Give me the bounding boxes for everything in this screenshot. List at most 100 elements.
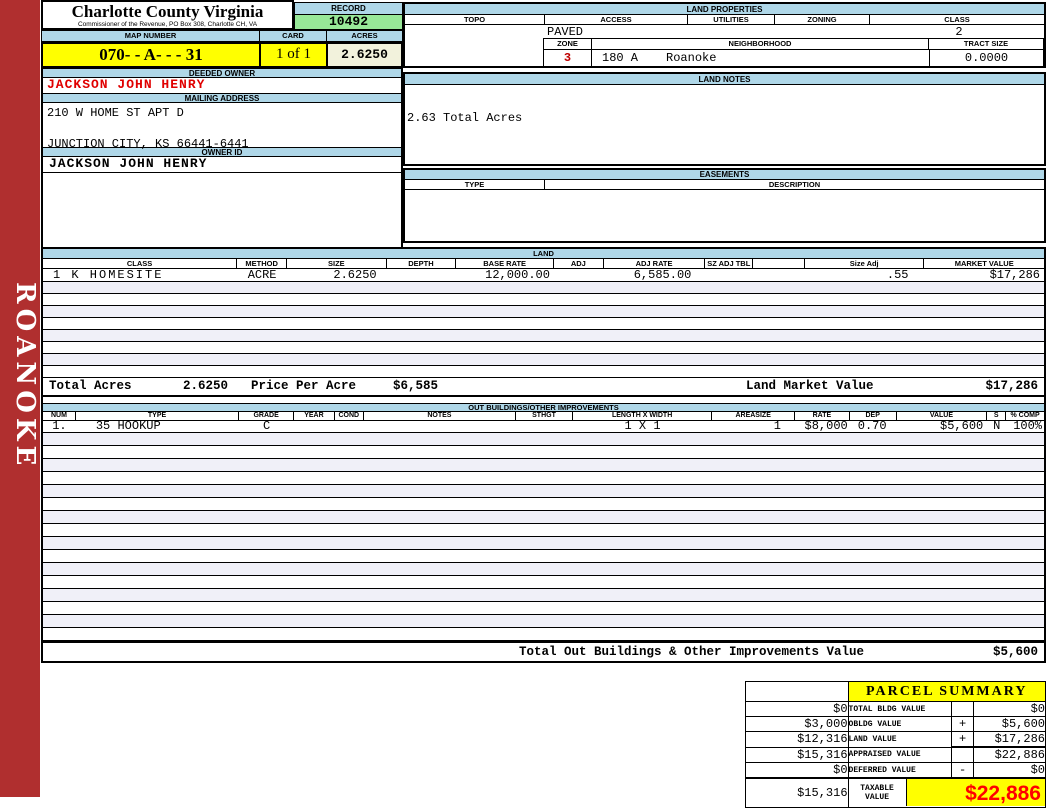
zoning-label: ZONING <box>775 15 870 25</box>
sidebar-district-band: ROANOKE <box>0 0 40 797</box>
col-sz-adj-tbl: SZ ADJ TBL <box>705 259 754 268</box>
out-buildings-column-headers: NUM TYPE GRADE YEAR COND NOTES STHGT LEN… <box>43 412 1044 421</box>
obldg-operator: + <box>951 716 975 732</box>
col-notes: NOTES <box>364 412 517 420</box>
col-blank <box>753 259 805 268</box>
land-value: $17,286 <box>973 731 1046 748</box>
ob-type: 35 HOOKUP <box>95 421 161 432</box>
county-title: Charlotte County Virginia <box>71 2 264 21</box>
price-per-acre-value: $6,585 <box>393 379 439 393</box>
parcel-summary-title: PARCEL SUMMARY <box>847 681 1047 702</box>
land-properties-box: LAND PROPERTIES TOPO ACCESS UTILITIES ZO… <box>403 2 1046 68</box>
empty-row <box>43 366 1044 378</box>
map-card-acres-headers: MAP NUMBER CARD ACRES <box>41 30 403 42</box>
zone-label: ZONE <box>544 39 592 50</box>
land-notes-content: 2.63 Total Acres <box>407 111 523 125</box>
empty-row <box>43 282 1044 294</box>
price-per-acre-label: Price Per Acre <box>251 379 357 393</box>
acres-label: ACRES <box>326 30 403 42</box>
easement-type-label: TYPE <box>405 180 545 189</box>
col-type: TYPE <box>76 412 240 420</box>
land-properties-values: PAVED 2 ZONE NEIGHBORHOOD TRACT SIZE 3 1… <box>405 25 1044 67</box>
zone-table-values: 3 180 A Roanoke 0.0000 <box>544 50 1043 67</box>
appraised-value-label: APPRAISED VALUE <box>847 746 953 763</box>
col-size: SIZE <box>287 259 387 268</box>
empty-row <box>43 433 1044 446</box>
out-buildings-total-row: Total Out Buildings & Other Improvements… <box>43 641 1044 661</box>
appraised-operator <box>951 746 975 763</box>
empty-row <box>43 550 1044 563</box>
zone-table-headers: ZONE NEIGHBORHOOD TRACT SIZE <box>544 39 1043 50</box>
ob-areasize: 1 <box>773 421 781 432</box>
summary-row-appraised: $15,316 APPRAISED VALUE $22,886 <box>745 746 1046 763</box>
empty-row <box>43 318 1044 330</box>
empty-row <box>43 602 1044 615</box>
col-rate: RATE <box>795 412 850 420</box>
land-depth <box>387 269 457 281</box>
col-pct-comp: % COMP <box>1010 412 1040 419</box>
land-adj-rate: 6,585.00 <box>633 269 692 281</box>
deferred-operator: - <box>951 762 975 779</box>
ob-dep: 0.70 <box>857 421 887 432</box>
out-building-data-row: 1. 35 HOOKUP C 1 X 1 1 $8,000 0.70 $5,60… <box>43 421 1044 433</box>
card-label: CARD <box>259 30 326 42</box>
neighborhood-name: Roanoke <box>666 51 717 65</box>
empty-row <box>43 589 1044 602</box>
ob-s: N <box>993 421 1001 432</box>
map-number-value: 070- - A- - - 31 <box>41 42 259 68</box>
map-card-acres-values: 070- - A- - - 31 1 of 1 2.6250 <box>41 42 403 68</box>
land-totals-row: Total Acres 2.6250 Price Per Acre $6,585… <box>43 378 1044 395</box>
ob-num: 1. <box>52 421 67 432</box>
land-size: 2.6250 <box>333 269 377 281</box>
empty-row <box>43 524 1044 537</box>
ob-pct-comp: 100% <box>1013 421 1042 432</box>
summary-row-taxable: $15,316 TAXABLE VALUE $22,886 <box>745 777 1047 808</box>
col-cond: COND <box>335 412 364 420</box>
card-value: 1 of 1 <box>259 42 326 68</box>
summary-row-total-bldg: $0 TOTAL BLDG VALUE $0 <box>745 701 1046 717</box>
col-value: VALUE <box>897 412 988 420</box>
deferred-value-label: DEFERRED VALUE <box>847 762 953 779</box>
total-bldg-value: $0 <box>973 701 1046 717</box>
land-adj <box>554 269 604 281</box>
land-class: 1 K HOMESITE <box>53 269 164 281</box>
ob-cond <box>335 421 364 432</box>
utilities-label: UTILITIES <box>688 15 775 25</box>
zone-value: 3 <box>544 50 592 67</box>
land-market-value-label: Land Market Value <box>746 379 874 393</box>
col-dep: DEP <box>850 412 897 420</box>
summary-row-land: $12,316 LAND VALUE + $17,286 <box>745 731 1046 748</box>
land-market-value-total: $17,286 <box>985 379 1038 393</box>
prior-deferred-value: $0 <box>745 762 849 779</box>
record-value: 10492 <box>294 15 403 30</box>
land-properties-title: LAND PROPERTIES <box>405 4 1044 15</box>
class-value: 2 <box>955 25 963 39</box>
col-sthgt: STHGT <box>516 412 573 420</box>
land-section-title: LAND <box>43 249 1044 259</box>
empty-row <box>43 628 1044 641</box>
col-base-rate: BASE RATE <box>456 259 554 268</box>
address-line1: 210 W HOME ST APT D <box>47 106 184 120</box>
empty-row <box>43 306 1044 318</box>
obldg-value: $5,600 <box>973 716 1046 732</box>
col-method: METHOD <box>237 259 288 268</box>
col-size-adj: Size Adj <box>805 259 925 268</box>
empty-row <box>43 576 1044 589</box>
land-size-adj: .55 <box>886 269 909 281</box>
neighborhood-value: 180 A Roanoke <box>592 50 929 67</box>
summary-blank-cell <box>745 681 849 702</box>
ob-grade: C <box>263 421 271 432</box>
empty-row <box>43 330 1044 342</box>
parcel-summary-table: PARCEL SUMMARY $0 TOTAL BLDG VALUE $0 $3… <box>745 681 1047 808</box>
col-class: CLASS <box>43 259 238 268</box>
col-adj-rate: ADJ RATE <box>604 259 706 268</box>
left-empty-box <box>41 172 403 247</box>
empty-row <box>43 511 1044 524</box>
topo-label: TOPO <box>405 15 545 25</box>
land-base-rate: 12,000.00 <box>485 269 550 281</box>
ob-value: $5,600 <box>940 421 984 432</box>
easements-headers: TYPE DESCRIPTION <box>405 180 1044 190</box>
prior-land-value: $12,316 <box>745 731 849 748</box>
empty-row <box>43 485 1044 498</box>
